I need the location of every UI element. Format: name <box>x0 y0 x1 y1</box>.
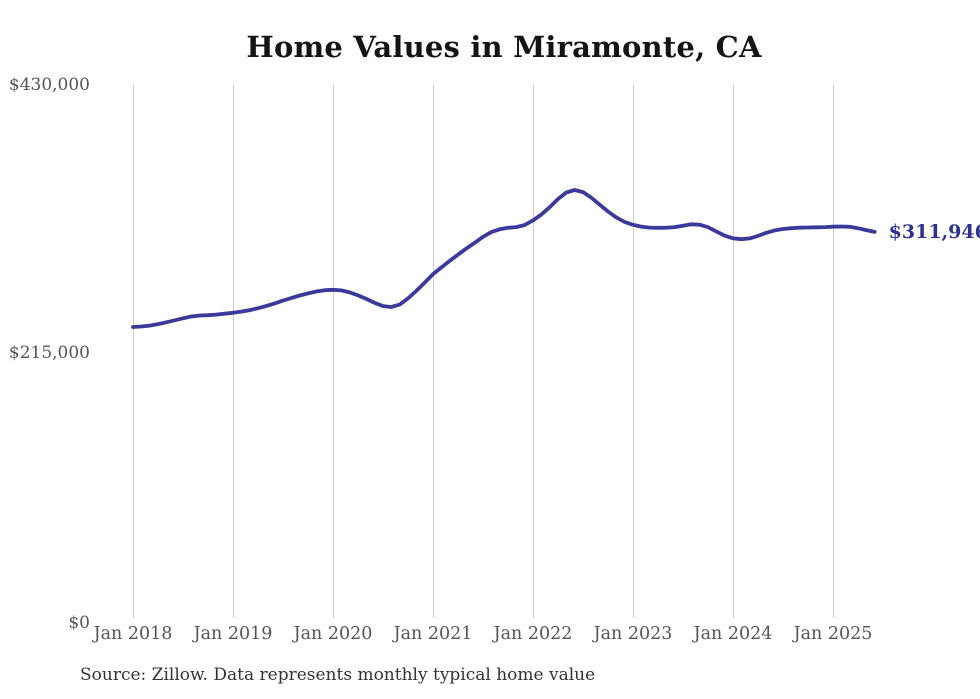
x-tick-jan-2022: Jan 2022 <box>493 624 573 644</box>
x-tick-jan-2018: Jan 2018 <box>93 624 173 644</box>
y-tick-215000: $215,000 <box>8 342 90 363</box>
x-tick-jan-2024: Jan 2024 <box>693 624 773 644</box>
x-tick-jan-2020: Jan 2020 <box>293 624 373 644</box>
y-tick-0: $0 <box>68 613 90 633</box>
vertical-gridlines <box>133 85 834 618</box>
x-tick-jan-2019: Jan 2019 <box>193 624 273 644</box>
x-tick-jan-2023: Jan 2023 <box>593 624 673 644</box>
current-value-label: $311,946 <box>888 220 980 243</box>
chart-title: Home Values in Miramonte, CA <box>246 30 762 64</box>
x-tick-jan-2021: Jan 2021 <box>393 624 473 644</box>
home-value-line <box>131 188 877 329</box>
y-tick-430000: $430,000 <box>8 75 90 95</box>
source-note: Source: Zillow. Data represents monthly … <box>80 665 596 685</box>
x-tick-jan-2025: Jan 2025 <box>793 624 873 644</box>
